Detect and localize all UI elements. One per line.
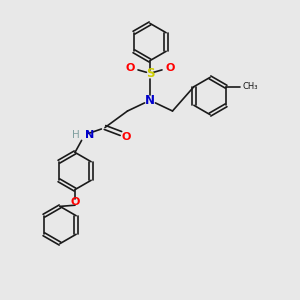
Text: S: S [146,67,154,80]
Text: O: O [121,131,131,142]
Text: O: O [125,63,135,74]
Text: O: O [70,196,80,207]
Text: O: O [165,63,175,74]
Text: H: H [72,130,80,140]
Text: N: N [145,94,155,107]
Text: CH₃: CH₃ [243,82,258,91]
Text: N: N [85,130,94,140]
